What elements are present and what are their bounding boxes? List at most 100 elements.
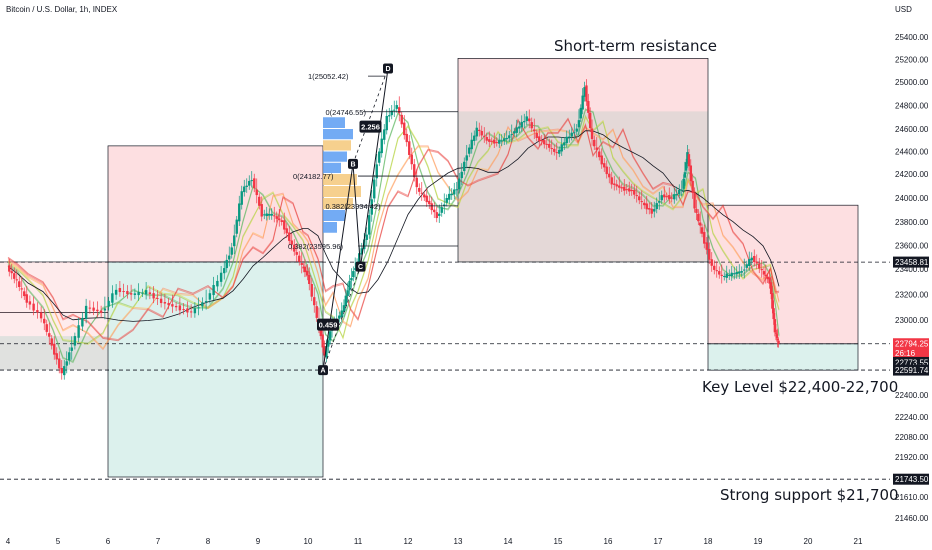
y-axis[interactable]: 25400.00 25200.00 25000.00 24800.00 24600.00… <box>890 0 932 550</box>
y-tick-label: 25200.00 <box>895 56 929 65</box>
candle-body <box>703 232 706 244</box>
candle-body <box>328 331 332 341</box>
candle-body <box>273 215 276 217</box>
candle-body <box>538 136 541 142</box>
candle-body <box>144 290 148 295</box>
y-tick-label: 24000.00 <box>895 194 929 203</box>
candle-body <box>728 274 731 276</box>
candle-body <box>65 361 68 366</box>
candle-body <box>410 154 413 165</box>
price-tag-box <box>893 256 929 268</box>
y-tick-label: 23400.00 <box>895 265 929 274</box>
price-series <box>8 79 780 380</box>
pattern-point-marker <box>318 365 328 376</box>
volume-profile <box>323 117 361 233</box>
fib-label: 0.382(23934.42) <box>326 202 382 211</box>
candle-body <box>553 148 556 152</box>
candle-body <box>68 352 71 361</box>
candle-body <box>368 215 371 235</box>
candle-body <box>408 141 411 155</box>
volume-profile-bar <box>323 151 347 162</box>
candle-body <box>32 303 35 311</box>
candle-body <box>775 334 779 339</box>
candle-body <box>159 298 163 304</box>
fib-levels: 1(25052.42) 0(24746.55) 0(24182.77) 0.382(2… <box>288 72 458 251</box>
candle-body <box>500 140 503 142</box>
candle-body <box>238 203 241 222</box>
candle-body <box>365 234 368 240</box>
candle-body <box>766 276 769 280</box>
candle-body <box>453 189 456 195</box>
x-tick-label: 13 <box>454 537 463 546</box>
candle-body <box>380 138 383 154</box>
zone-target <box>707 343 859 371</box>
x-tick-label: 10 <box>304 537 313 546</box>
y-tick-label: 25000.00 <box>895 78 929 87</box>
candle-body <box>13 273 16 279</box>
candle-body <box>640 201 643 203</box>
candle-body <box>425 195 428 203</box>
candle-body <box>475 127 478 137</box>
candle-body <box>308 275 311 285</box>
candle-body <box>438 213 441 216</box>
candle-body <box>88 307 92 309</box>
candle-body <box>342 305 346 312</box>
candle-body <box>515 127 518 133</box>
candle-body <box>771 293 774 309</box>
candle-body <box>760 269 763 271</box>
candle-body <box>508 135 511 139</box>
candle-body <box>306 270 309 276</box>
x-axis[interactable]: 4 5 6 7 8 9 10 11 12 13 14 15 16 17 18 19 20 21 <box>0 532 932 550</box>
volume-profile-bar <box>323 140 351 151</box>
fib-label: 0(24746.55) <box>326 108 367 117</box>
price-tag-value: 23458.81 <box>895 258 929 267</box>
candle-body <box>720 274 723 276</box>
zone-target <box>458 111 708 262</box>
candle-body <box>230 247 233 255</box>
pattern-diagonal <box>322 266 361 371</box>
candle-body <box>55 353 58 360</box>
candle-body <box>243 186 246 193</box>
candle-body <box>758 263 761 269</box>
candle-body <box>718 271 721 275</box>
candle-body <box>470 139 473 150</box>
price-tag-box <box>893 473 929 485</box>
candle-body <box>8 265 11 272</box>
candle-body <box>753 255 756 263</box>
volume-profile-bar <box>323 117 345 128</box>
candle-body <box>293 244 296 252</box>
volume-profile-bar <box>323 174 357 185</box>
x-tick-label: 4 <box>6 537 11 546</box>
candle-body <box>167 302 170 306</box>
candle-body <box>315 306 318 318</box>
price-tag-value: 22591.74 <box>895 366 929 375</box>
candle-body <box>768 277 771 284</box>
ema-ribbon <box>7 108 780 364</box>
candle-body <box>323 346 326 356</box>
candle-body <box>583 87 586 97</box>
key-level-annotation: Key Level $22,400-22,700 <box>702 378 898 396</box>
candle-body <box>263 214 266 216</box>
candle-body <box>585 85 588 102</box>
candle-body <box>587 101 590 113</box>
candle-body <box>39 312 43 319</box>
candle-body <box>84 305 88 319</box>
y-axis-background <box>890 0 932 550</box>
candle-body <box>346 290 349 297</box>
candle-body <box>300 263 303 265</box>
reference-lines <box>0 261 890 480</box>
candle-body <box>769 282 773 295</box>
pattern-legs <box>322 68 389 371</box>
price-tag-box <box>893 356 929 368</box>
candle-body <box>558 149 561 154</box>
y-tick-label: 25400.00 <box>895 33 929 42</box>
candle-body <box>581 95 584 110</box>
candle-body <box>700 227 704 234</box>
y-tick-label: 23200.00 <box>895 291 929 300</box>
candle-body <box>710 259 713 266</box>
candle-body <box>208 293 212 300</box>
candle-body <box>773 319 777 333</box>
candle-body <box>650 208 653 214</box>
x-tick-label: 19 <box>754 537 763 546</box>
